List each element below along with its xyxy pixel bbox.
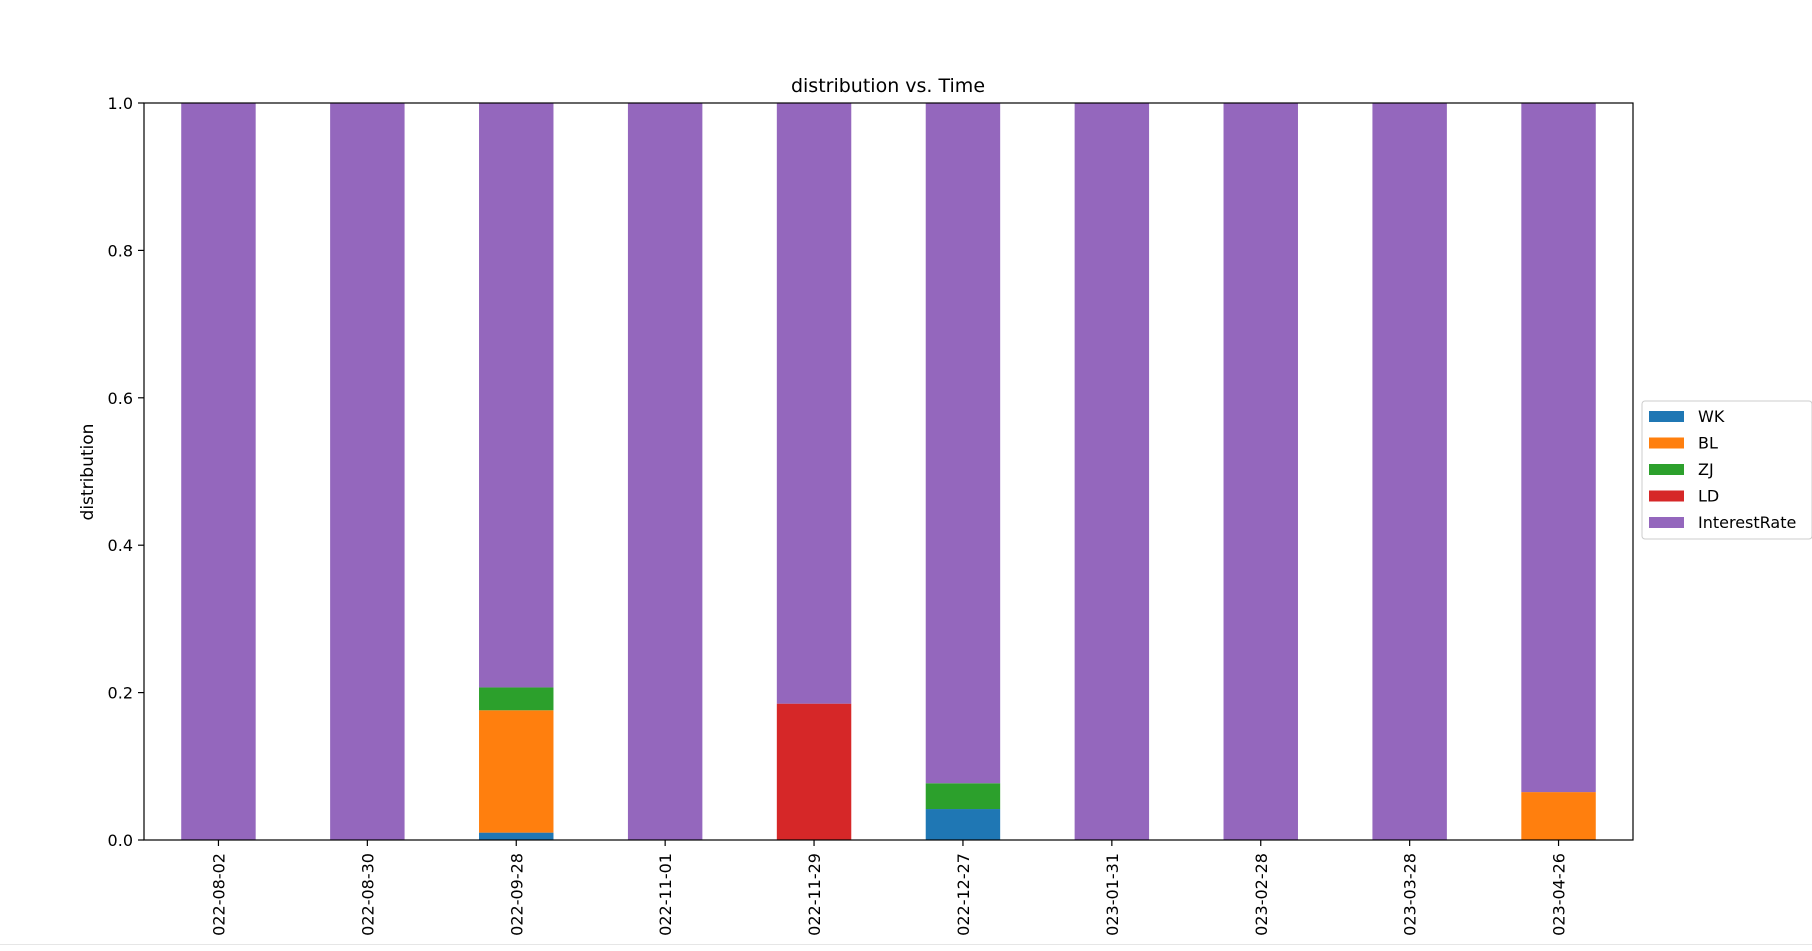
legend-swatch-bl — [1649, 437, 1684, 449]
x-tick-label: 023-04-26 — [1550, 853, 1569, 936]
legend-swatch-zj — [1649, 464, 1684, 475]
bar-zj-5 — [925, 783, 1001, 810]
x-tick-label: 022-08-30 — [358, 853, 377, 936]
bar-bl-2 — [479, 710, 554, 833]
bar-interestrate-0 — [181, 103, 256, 840]
legend: WK BL ZJ LD InterestRate — [1641, 400, 1812, 540]
legend-swatch-wk — [1649, 411, 1684, 422]
y-axis-label: distribution — [78, 424, 98, 521]
x-tick-label: 022-12-27 — [954, 853, 973, 936]
bar-interestrate-4 — [776, 103, 852, 704]
legend-swatch-ld — [1649, 490, 1684, 502]
x-tick-label: 023-01-31 — [1103, 853, 1122, 936]
bar-interestrate-8 — [1372, 103, 1447, 840]
legend-label-zj: ZJ — [1698, 460, 1714, 479]
bar-wk-5 — [925, 809, 1001, 840]
bar-interestrate-9 — [1521, 103, 1596, 793]
bar-interestrate-1 — [330, 103, 405, 840]
x-tick-label: 023-02-28 — [1252, 853, 1271, 936]
chart-title: distribution vs. Time — [791, 75, 985, 97]
y-axis: 0.0 0.2 0.4 0.6 0.8 1.0 — [108, 94, 144, 850]
bar-interestrate-7 — [1223, 103, 1298, 840]
legend-label-wk: WK — [1698, 407, 1725, 426]
bar-zj-2 — [479, 687, 554, 711]
legend-frame — [1641, 400, 1812, 540]
bar-interestrate-6 — [1074, 103, 1150, 840]
bar-interestrate-5 — [925, 103, 1001, 784]
legend-label-bl: BL — [1698, 434, 1718, 453]
y-tick-label: 0.0 — [108, 831, 133, 850]
y-tick-label: 0.2 — [108, 684, 133, 703]
bars-layer — [181, 103, 1596, 840]
bar-bl-9 — [1521, 792, 1596, 840]
bar-interestrate-2 — [479, 103, 554, 688]
y-tick-label: 1.0 — [108, 94, 133, 113]
x-axis: 022-08-02 022-08-30 022-09-28 022-11-01 022-… — [209, 840, 1569, 936]
legend-label-ld: LD — [1698, 487, 1719, 506]
x-tick-label: 022-08-02 — [209, 853, 228, 936]
bar-wk-2 — [479, 832, 554, 840]
y-tick-label: 0.8 — [108, 241, 133, 260]
x-tick-label: 022-11-29 — [805, 853, 824, 936]
legend-label-interestrate: InterestRate — [1698, 513, 1796, 532]
plot-frame — [143, 102, 1634, 841]
y-tick-label: 0.6 — [108, 389, 133, 408]
x-tick-label: 022-09-28 — [507, 853, 526, 936]
bar-interestrate-3 — [627, 103, 703, 840]
y-tick-label: 0.4 — [108, 536, 133, 555]
x-tick-label: 023-03-28 — [1401, 853, 1420, 936]
x-tick-label: 022-11-01 — [656, 853, 675, 936]
legend-swatch-interestrate — [1649, 517, 1684, 528]
bar-ld-4 — [776, 703, 852, 840]
page-divider — [0, 944, 1812, 945]
